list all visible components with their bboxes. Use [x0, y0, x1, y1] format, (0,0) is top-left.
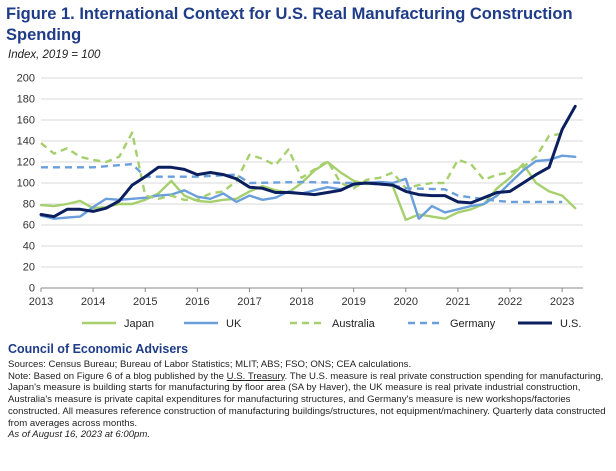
y-tick-label: 160 [17, 115, 35, 127]
note-post: . The U.S. measure is real private const… [8, 370, 606, 429]
x-tick-label: 2015 [133, 296, 157, 308]
y-tick-label: 140 [17, 136, 35, 148]
source-notes: Council of Economic Advisers Sources: Ce… [8, 342, 612, 441]
chart-title: Figure 1. International Context for U.S.… [6, 5, 573, 44]
chart-subtitle: Index, 2019 = 100 [8, 49, 101, 61]
treasury-link[interactable]: U.S. Treasury [226, 370, 285, 382]
legend-label: Japan [124, 318, 154, 330]
x-tick-label: 2022 [498, 296, 522, 308]
legend-label: UK [226, 318, 242, 330]
x-tick-label: 2016 [185, 296, 209, 308]
x-tick-label: 2019 [341, 296, 365, 308]
y-tick-label: 20 [23, 262, 35, 274]
y-tick-label: 120 [17, 157, 35, 169]
series-line-australia [40, 131, 563, 201]
note-pre: Note: Based on Figure 6 of a blog publis… [8, 370, 227, 382]
as-of-date: As of August 16, 2023 at 6:00pm. [8, 429, 151, 441]
legend-label: Australia [332, 318, 376, 330]
x-tick-label: 2021 [446, 296, 470, 308]
y-tick-label: 0 [29, 283, 35, 295]
x-tick-label: 2020 [394, 296, 418, 308]
y-tick-label: 40 [23, 241, 35, 253]
sources-text: Sources: Census Bureau; Bureau of Labor … [8, 359, 412, 370]
x-tick-label: 2013 [29, 296, 53, 308]
series-line-uk [39, 154, 577, 220]
x-tick-label: 2017 [237, 296, 261, 308]
x-tick-label: 2018 [289, 296, 313, 308]
x-tick-label: 2014 [81, 296, 105, 308]
series-line-germany [41, 162, 563, 204]
series-line-us [39, 104, 577, 219]
line-chart: 0 20 40 60 80 100 120 140 160 180 200 2013 2014 2015 2… [17, 73, 583, 330]
y-tick-label: 180 [17, 94, 35, 106]
legend-label: Germany [450, 318, 496, 330]
x-tick-label: 2023 [550, 296, 574, 308]
org-name: Council of Economic Advisers [8, 342, 189, 356]
y-tick-label: 60 [23, 220, 35, 232]
note-text: Note: Based on Figure 6 of a blog publis… [8, 371, 612, 430]
legend-label: U.S. [560, 318, 581, 330]
y-tick-label: 100 [17, 178, 35, 190]
y-tick-label: 80 [23, 199, 35, 211]
y-tick-label: 200 [17, 73, 35, 85]
